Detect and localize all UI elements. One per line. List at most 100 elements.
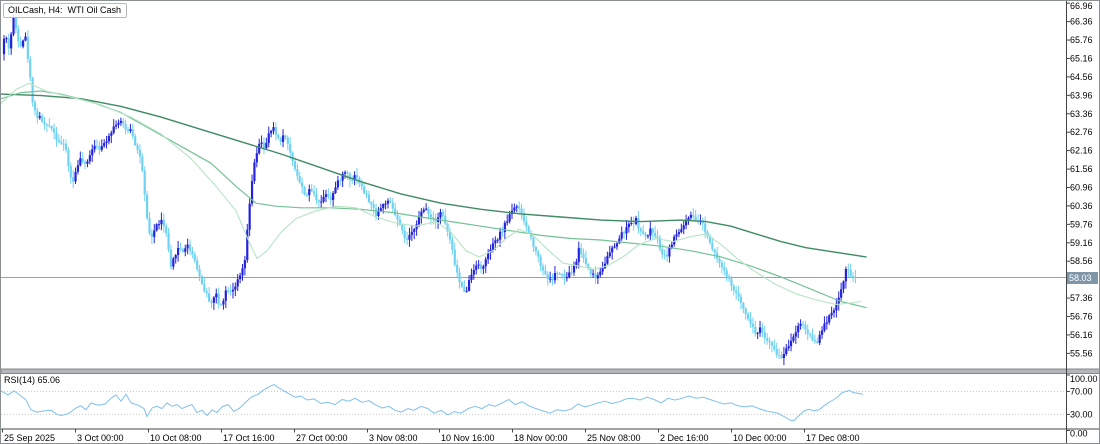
candle-body [363, 186, 366, 194]
candle-body [458, 272, 461, 283]
candle-body [162, 219, 165, 227]
candle-body [248, 203, 251, 230]
candle-body [551, 278, 554, 281]
time-axis[interactable]: 25 Sep 2025 3 Oct 00:00 10 Oct 08:00 17 Oct… [1, 428, 1100, 444]
candle-body [343, 172, 347, 174]
candle-body [253, 162, 256, 182]
candle-body [148, 218, 151, 234]
panel-divider[interactable] [1, 368, 1100, 374]
candle-body [255, 153, 258, 163]
candle-body [270, 130, 273, 134]
candle-body [379, 208, 382, 211]
price-axis[interactable]: 66.96 66.36 65.76 65.16 64.56 63.96 63.36 62.76… [1066, 1, 1098, 444]
candle-body [711, 242, 714, 250]
candle-body [105, 141, 108, 144]
candle-body [317, 200, 320, 203]
price-axis-label: 55.56 [1070, 348, 1093, 358]
candle-body [849, 269, 852, 277]
candle-body [444, 215, 447, 224]
candle-body [45, 124, 49, 126]
price-axis-label: 58.56 [1070, 256, 1093, 266]
candle-body [55, 132, 58, 140]
candle-body [446, 223, 449, 232]
candle-body [475, 265, 478, 270]
candle-body [83, 161, 87, 164]
candle-body [708, 236, 712, 243]
candle-body [587, 264, 590, 269]
ma-slow-line [1, 93, 867, 258]
candle-body [763, 332, 766, 339]
candle-body [596, 275, 599, 279]
candle-body [427, 208, 430, 215]
candle-body [637, 217, 640, 229]
candle-body [231, 289, 235, 292]
candle-body [766, 338, 769, 341]
candle-body [262, 142, 266, 149]
candle-body [208, 293, 211, 302]
candle-body [782, 354, 785, 359]
candle-body [291, 152, 294, 162]
price-axis-label: 66.36 [1070, 17, 1093, 27]
candle-body [801, 323, 805, 325]
candle-body [820, 330, 824, 335]
candle-body [26, 36, 29, 59]
candle-body [398, 219, 402, 225]
candle-body [29, 58, 32, 78]
candle-body [735, 290, 738, 293]
time-axis-label: 3 Nov 08:00 [369, 433, 418, 443]
candle-body [649, 228, 652, 236]
panel-divider-bar [1, 368, 1099, 374]
current-price-tag: 58.03 [1067, 271, 1098, 284]
candle-body [143, 170, 146, 195]
candle-body [203, 284, 206, 292]
candle-body [95, 145, 99, 147]
rsi-indicator-label: RSI(14) 65.06 [4, 375, 61, 385]
candle-body [758, 327, 762, 333]
rsi-line [1, 384, 864, 422]
candle-body [558, 273, 561, 275]
candle-body [48, 125, 51, 127]
candle-body [355, 175, 359, 179]
candle-body [315, 193, 318, 201]
candle-body [608, 252, 611, 257]
candle-body [794, 332, 797, 337]
candle-body [441, 212, 444, 216]
candle-body [293, 161, 297, 170]
candle-body [713, 249, 716, 253]
candle-body [451, 239, 454, 250]
candle-body [529, 233, 533, 238]
candle-body [277, 134, 280, 139]
candle-body [62, 143, 65, 145]
candle-body [193, 254, 196, 261]
candle-body [835, 303, 838, 311]
candle-body [243, 260, 246, 269]
candle-body [618, 238, 621, 244]
candle-body [286, 137, 289, 144]
candle-body [747, 314, 750, 320]
candle-body [324, 194, 328, 197]
candle-body [14, 17, 18, 29]
price-axis-label: 65.16 [1070, 53, 1093, 63]
candle-body [272, 127, 275, 131]
candle-body [41, 116, 44, 122]
candle-body [165, 226, 168, 234]
candle-body [665, 254, 669, 257]
candle-body [184, 248, 187, 252]
candle-body [198, 269, 201, 277]
candle-body [613, 246, 616, 248]
candle-body [429, 214, 433, 218]
candle-body [813, 340, 816, 342]
candle-body [720, 262, 723, 268]
candle-body [150, 233, 153, 237]
candle-body [797, 325, 800, 333]
candle-body [353, 175, 356, 181]
candle-body [160, 219, 163, 225]
candle-body [522, 213, 526, 222]
candle-body [322, 196, 325, 202]
price-axis-label: 59.16 [1070, 238, 1093, 248]
candle-body [780, 355, 783, 359]
candle-body [205, 291, 208, 294]
candle-body [770, 342, 774, 346]
